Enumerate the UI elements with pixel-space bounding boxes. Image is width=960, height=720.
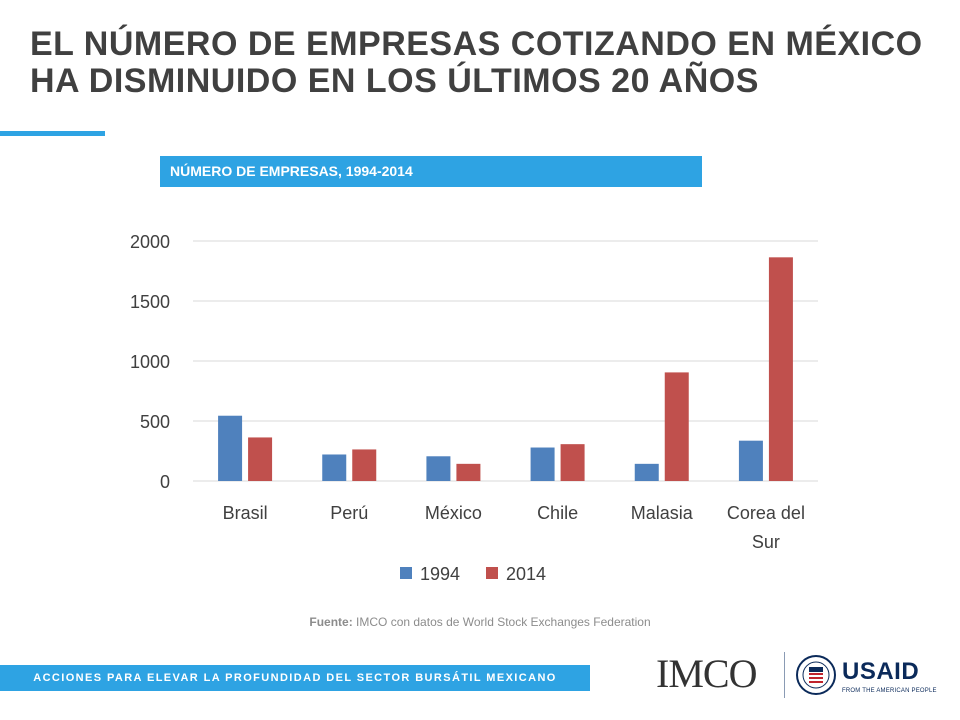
legend-swatch-2014 xyxy=(486,567,498,579)
footer-banner: ACCIONES PARA ELEVAR LA PROFUNDIDAD DEL … xyxy=(0,665,590,691)
x-tick-label: Chile xyxy=(537,503,578,523)
bar-1994 xyxy=(218,415,243,481)
x-tick-label: Brasil xyxy=(223,503,268,523)
logo-divider xyxy=(784,652,785,698)
y-tick-label: 500 xyxy=(140,412,170,432)
x-tick-label: México xyxy=(425,503,482,523)
slide-title-line-2: HA DISMINUIDO EN LOS ÚLTIMOS 20 AÑOS xyxy=(30,62,759,100)
bar-1994 xyxy=(322,454,347,481)
bar-2014 xyxy=(560,444,585,481)
y-tick-label: 1500 xyxy=(130,292,170,312)
x-tick-label-line: Malasia xyxy=(631,503,694,523)
imco-logo-text: IMCO xyxy=(656,651,757,696)
usaid-tagline: FROM THE AMERICAN PEOPLE xyxy=(842,688,937,694)
usaid-seal-icon xyxy=(796,655,836,695)
bar-2014 xyxy=(456,463,481,481)
x-tick-label: Corea del Sur xyxy=(727,503,805,552)
x-tick-label-line: Chile xyxy=(537,503,578,523)
source-text: IMCO con datos de World Stock Exchanges … xyxy=(352,615,651,629)
y-tick-label: 2000 xyxy=(130,232,170,252)
x-tick-label: Perú xyxy=(330,503,368,523)
x-tick-label-line: México xyxy=(425,503,482,523)
bar-1994 xyxy=(426,456,451,481)
chart-subtitle-bar: NÚMERO DE EMPRESAS, 1994-2014 xyxy=(160,156,702,187)
legend-label-1994: 1994 xyxy=(420,564,460,584)
source-label: Fuente: xyxy=(309,615,353,629)
legend-swatch-1994 xyxy=(400,567,412,579)
slide-title-line-1: EL NÚMERO DE EMPRESAS COTIZANDO EN MÉXIC… xyxy=(30,25,923,63)
usaid-logo-text: USAID xyxy=(842,658,920,685)
title-accent-rule xyxy=(0,131,105,136)
x-tick-label-line: Brasil xyxy=(223,503,268,523)
bar-1994 xyxy=(530,447,555,481)
bar-2014 xyxy=(664,372,689,481)
bar-2014 xyxy=(352,449,377,481)
bar-2014 xyxy=(768,257,793,481)
x-tick-label-line: Corea del xyxy=(727,503,805,523)
x-tick-label-line: Perú xyxy=(330,503,368,523)
x-tick-label: Malasia xyxy=(631,503,694,523)
imco-logo: IMCO xyxy=(656,650,757,697)
x-tick-label-line: Sur xyxy=(752,532,780,552)
bar-1994 xyxy=(634,463,659,481)
y-tick-label: 1000 xyxy=(130,352,170,372)
y-tick-label: 0 xyxy=(160,472,170,492)
bar-1994 xyxy=(738,440,763,481)
bar-2014 xyxy=(248,437,273,481)
slide-title: EL NÚMERO DE EMPRESAS COTIZANDO EN MÉXIC… xyxy=(30,26,930,100)
source-note: Fuente: IMCO con datos de World Stock Ex… xyxy=(0,615,960,629)
bar-chart: 0 500 1000 1500 2000 Brasil Perú México Chile Mal… xyxy=(130,232,818,584)
legend-label-2014: 2014 xyxy=(506,564,546,584)
